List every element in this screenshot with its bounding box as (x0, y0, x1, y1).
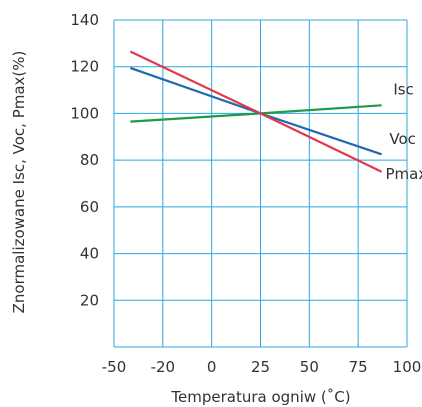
y-tick-label: 120 (70, 58, 99, 76)
series-label-isc: Isc (393, 81, 414, 99)
series-labels: Isc Voc Pmax (386, 81, 422, 183)
series-line-pmax (129, 50, 383, 173)
x-tick-label: 0 (207, 358, 217, 376)
y-tick-labels: 20 40 60 80 100 120 140 (70, 11, 99, 309)
x-tick-labels: -50 -20 0 25 50 75 100 (102, 358, 422, 376)
y-axis-title: Znormalizowane Isc, Voc, Pmax(%) (10, 51, 28, 314)
y-tick-label: 20 (80, 291, 99, 309)
x-tick-label: 50 (300, 358, 319, 376)
y-tick-label: 100 (70, 104, 99, 122)
x-axis-title: Temperatura ogniw (˚C) (170, 388, 350, 406)
chart-grid (113, 19, 408, 348)
y-tick-label: 140 (70, 11, 99, 29)
chart-series (129, 50, 383, 173)
x-tick-label: 75 (349, 358, 368, 376)
series-label-pmax: Pmax (386, 165, 422, 183)
x-tick-label: 100 (393, 358, 422, 376)
x-tick-label: 25 (251, 358, 270, 376)
y-tick-label: 60 (80, 198, 99, 216)
x-tick-label: -50 (102, 358, 127, 376)
y-tick-label: 40 (80, 245, 99, 263)
x-tick-label: -20 (151, 358, 176, 376)
series-label-voc: Voc (389, 130, 416, 148)
y-tick-label: 80 (80, 151, 99, 169)
